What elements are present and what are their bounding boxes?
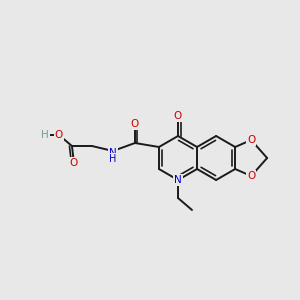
Text: O: O [70, 158, 78, 168]
Text: O: O [55, 130, 63, 140]
Text: N: N [109, 148, 117, 158]
Text: O: O [247, 171, 255, 181]
Text: O: O [174, 111, 182, 121]
Text: H: H [41, 130, 49, 140]
Text: O: O [131, 119, 139, 129]
Text: O: O [247, 135, 255, 145]
Text: H: H [109, 154, 117, 164]
Text: N: N [174, 175, 182, 185]
